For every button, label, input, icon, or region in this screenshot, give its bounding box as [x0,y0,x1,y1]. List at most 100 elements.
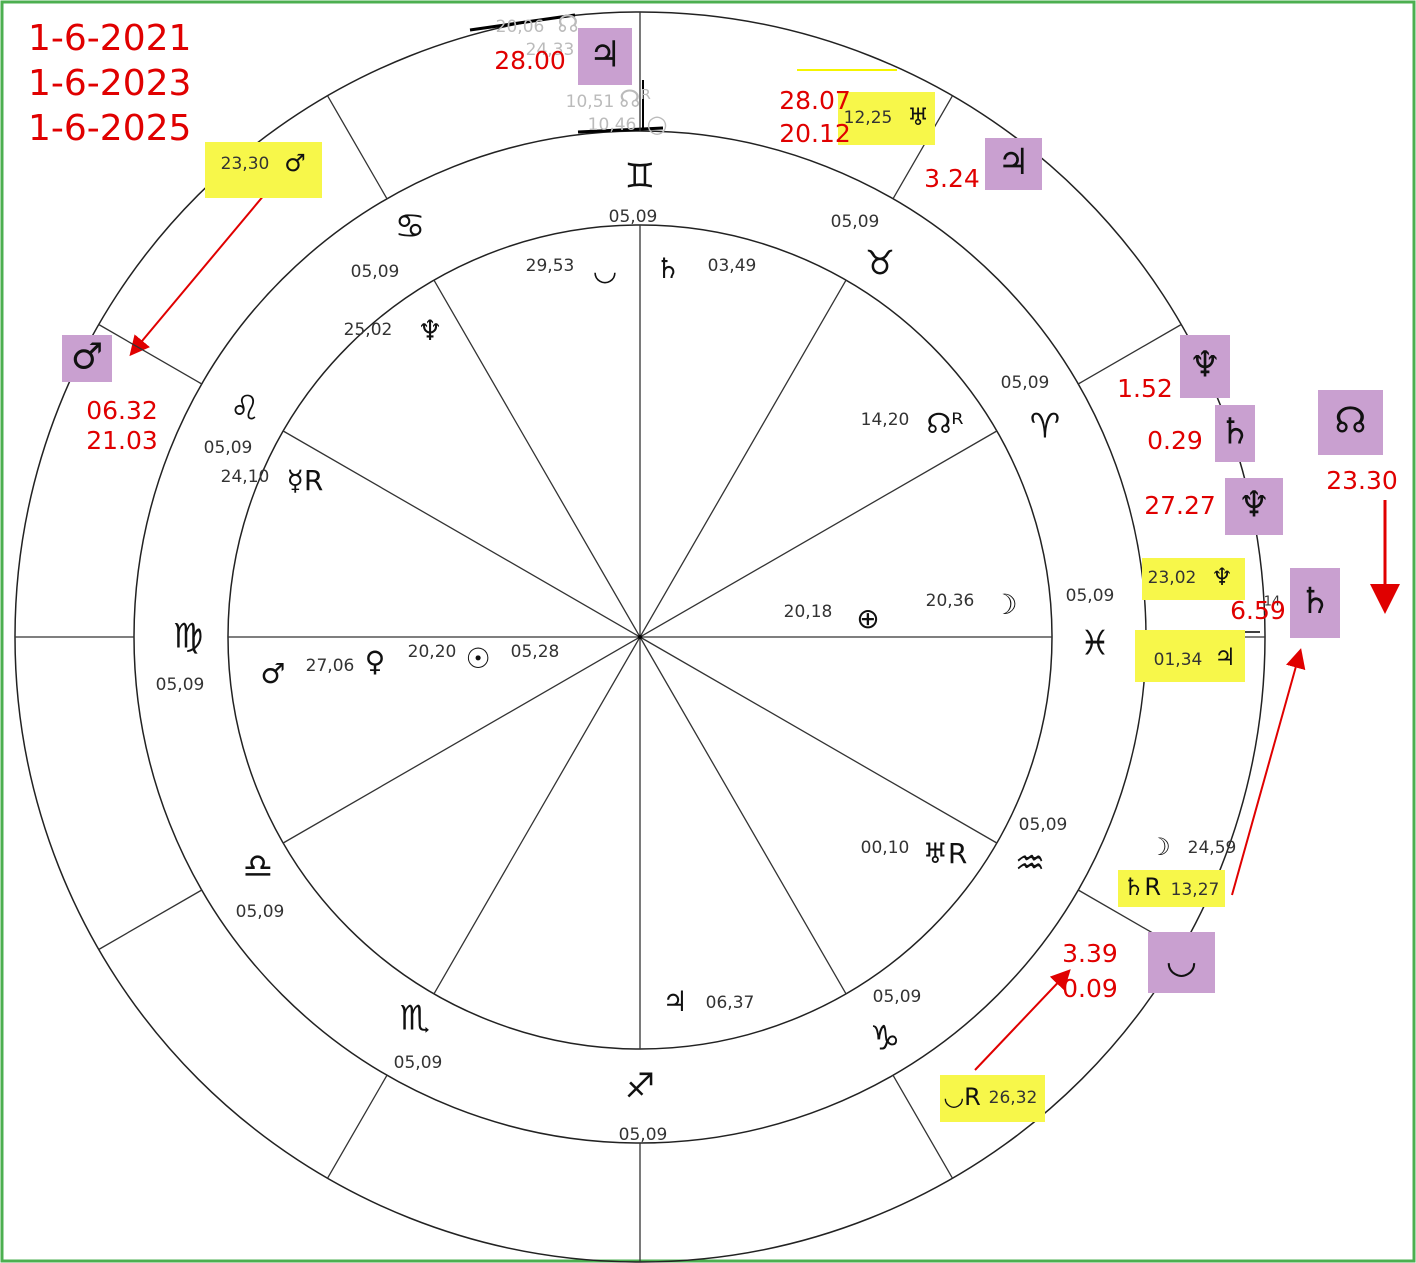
point-glyph: ♄R [1123,873,1161,901]
transit-value: 6.59 [1230,596,1286,625]
sign-glyph: ♓ [1080,624,1110,664]
arrow [1231,648,1306,896]
planet-glyph: ⊕ [856,602,879,635]
point-degree: 20,06 [496,17,545,37]
date: 1-6-2021 [28,18,191,59]
house-spoke [282,636,641,844]
house-spoke [433,279,641,638]
date: 1-6-2025 [28,108,191,149]
point-glyph: ○ [647,110,668,138]
planet-glyph: ◡ [593,254,617,287]
transit-value: 20.12 [779,119,851,148]
transit-box [1225,478,1283,535]
outer-spoke [892,1074,954,1179]
highlight-box [205,142,322,198]
highlight-box [1135,630,1245,682]
transit-box [1180,335,1230,398]
planet-degree: 20,18 [784,602,833,622]
point-degree: 24,59 [1188,838,1237,858]
outer-spoke [892,95,954,200]
sign-glyph: ♏ [400,999,430,1039]
transit-box [1318,390,1383,455]
point-degree: 26,32 [989,1088,1038,1108]
planet-degree: 25,02 [344,320,393,340]
sign-degree: 05,09 [1066,586,1115,606]
point-degree: 23,02 [1148,568,1197,588]
transit-box [1148,932,1215,993]
transit-glyph: ♄ [1299,581,1331,622]
planet-glyph: ☿R [287,464,324,497]
sign-glyph: ♈ [1030,407,1060,447]
point-glyph: ☊ᴿ [619,85,651,113]
planet-degree: 00,10 [861,838,910,858]
outer-spoke [326,95,388,200]
sign-degree: 05,09 [204,438,253,458]
house-spoke [639,279,847,638]
sign-glyph: ♋ [395,207,425,247]
planet-degree: 05,28 [511,642,560,662]
point-glyph: ♆ [1211,563,1233,591]
planet-degree: 20,36 [926,591,975,611]
outer-spoke [98,889,203,951]
transit-value: 27.27 [1144,491,1216,520]
planet-degree: 29,53 [526,256,575,276]
transit-value: 3.24 [924,164,980,193]
sign-degree: 05,09 [236,902,285,922]
sign-degree: 05,09 [1001,373,1050,393]
point-glyph: ☊ [557,10,578,38]
sign-glyph: ♍ [173,617,203,657]
transit-box [1290,568,1340,638]
sign-degree: 05,09 [873,987,922,1007]
transit-glyph: ♂ [71,337,103,378]
arrow [974,969,1071,1071]
point-degree: 01,34 [1154,650,1203,670]
point-glyph: ♂ [284,149,306,177]
sign-degree: 05,09 [1019,815,1068,835]
sign-glyph: ♉ [865,244,895,284]
point-degree: 14 [1264,595,1281,610]
planet-degree: 03,49 [708,256,757,276]
planet-degree: 27,06 [306,656,355,676]
arrows [129,181,1400,1071]
highlight-box [1118,870,1225,907]
transit-glyph: ♆ [1238,485,1270,526]
house-spoke [433,636,641,995]
house-spoke [639,430,998,638]
planet-degree: 24,10 [221,467,270,487]
planet-glyph: ☽ [992,588,1017,621]
house-spoke [639,636,847,995]
marker-line [577,126,664,134]
sign-glyph: ♑ [870,1019,900,1059]
planet-glyph: ☊ᴿ [926,407,963,440]
sign-glyph: ♌ [230,389,260,429]
center-dot [638,635,642,639]
transit-glyph: ♃ [997,142,1029,183]
highlight-box [1142,558,1245,600]
transit-glyph: ♄ [1219,412,1251,453]
planet-glyph: ♅R [923,837,968,870]
point-glyph: ☽ [1149,833,1171,861]
sign-degree: 05,09 [619,1125,668,1145]
date: 1-6-2023 [28,63,191,104]
point-glyph: ♃ [1214,643,1236,671]
outer-spoke [1077,323,1182,385]
transit-box [578,28,632,85]
sign-degree: 05,09 [394,1053,443,1073]
point-degree: 10,51 [566,92,615,112]
outer-spoke [98,323,203,385]
planet-glyph: ♂ [260,657,285,690]
planet-glyph: ♃ [662,985,687,1018]
sign-degree: 05,09 [831,212,880,232]
transit-value: 1.52 [1117,374,1173,403]
transit-box [985,138,1042,190]
transit-value: 28.07 [779,86,851,115]
point-glyph: ◡R [943,1083,981,1111]
planet-glyph: ♆ [417,314,442,347]
point-degree: 13,27 [1171,880,1220,900]
transit-value: 0.09 [1062,974,1118,1003]
transit-value: 06.32 [86,396,158,425]
transit-value: 3.39 [1062,939,1118,968]
planet-degree: 20,20 [408,642,457,662]
